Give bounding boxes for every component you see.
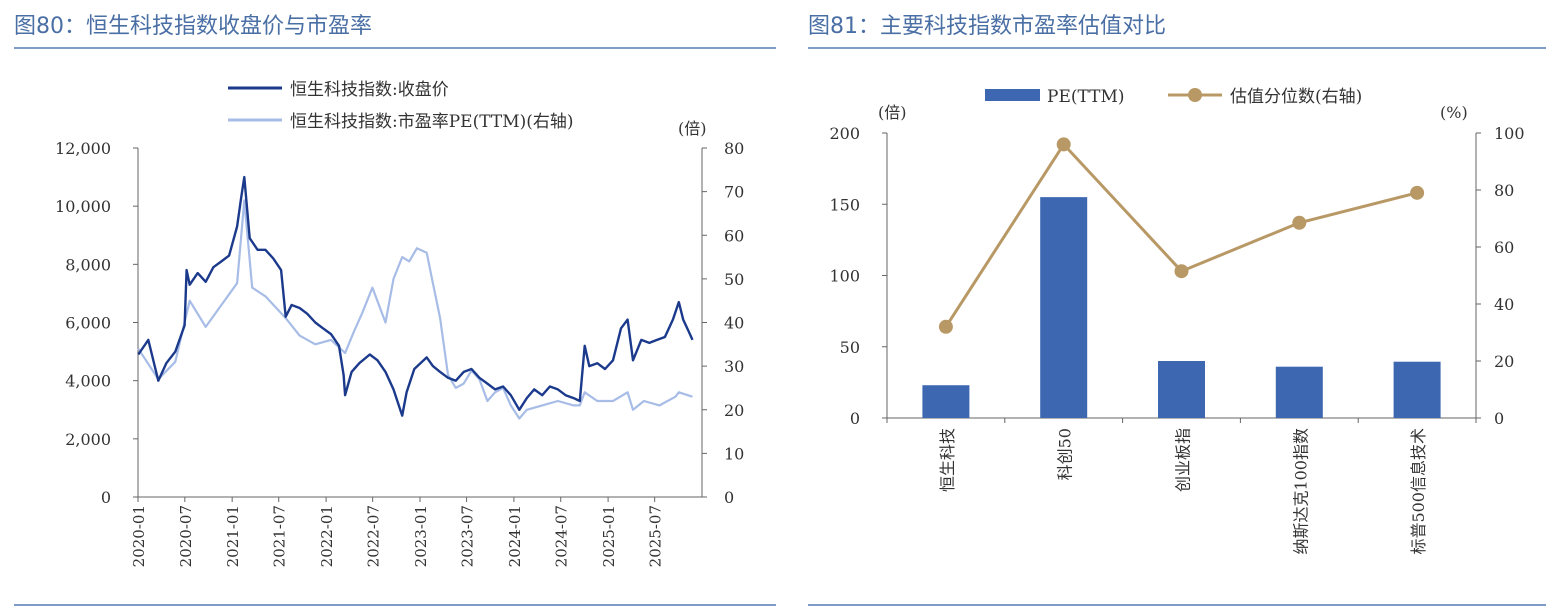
left-y-tick-label: 6,000 bbox=[65, 314, 111, 333]
legend-swatch-pe-ttm bbox=[985, 89, 1040, 101]
x-tick-label: 2024-01 bbox=[506, 505, 524, 567]
left-y-tick-label: 12,000 bbox=[55, 139, 111, 158]
left-figure-panel: 图80：恒生科技指数收盘价与市盈率 0 2,000 4,000 6,000 8,000 1… bbox=[14, 14, 776, 606]
tech-index-pe-comparison-chart: 0 50 100 150 200 0 20 40 60 80 100 (倍) (%) 恒生科技 科创50 创业… bbox=[829, 87, 1525, 555]
figure-80-title: 图80：恒生科技指数收盘价与市盈率 bbox=[14, 14, 372, 39]
right-y-tick-label: 40 bbox=[724, 314, 744, 333]
right-y-tick-label: 60 bbox=[724, 226, 744, 245]
bottom-rule bbox=[14, 604, 776, 606]
pe-ttm-bar bbox=[922, 385, 970, 418]
right-y-tick-label: 80 bbox=[724, 139, 744, 158]
x-tick-label: 2023-01 bbox=[412, 505, 430, 567]
legend-label-pe-ttm: PE(TTM) bbox=[1047, 87, 1125, 107]
pe-ttm-bar bbox=[1393, 361, 1441, 418]
right-figure-panel: 图81：主要科技指数市盈率估值对比 0 50 100 150 200 0 20 40 60 80 1… bbox=[800, 0, 1546, 615]
left-y-tick-label: 8,000 bbox=[65, 255, 111, 274]
right-y-tick-label: 20 bbox=[1494, 352, 1514, 371]
right-y-tick-label: 0 bbox=[724, 488, 734, 507]
x-category-label: 标普500信息技术 bbox=[1409, 428, 1428, 555]
pe-ttm-bar bbox=[1040, 197, 1088, 418]
x-category-label: 创业板指 bbox=[1174, 428, 1193, 492]
hstech-price-pe-chart: 0 2,000 4,000 6,000 8,000 10,000 12,000 0 10 20 30… bbox=[55, 80, 744, 567]
right-y-tick-label: 30 bbox=[724, 357, 744, 376]
left-y-tick-label: 100 bbox=[829, 267, 860, 286]
left-y-tick-label: 50 bbox=[840, 338, 860, 357]
left-y-tick-label: 150 bbox=[829, 195, 860, 214]
x-tick-label: 2025-01 bbox=[600, 505, 618, 567]
right-y-tick-label: 60 bbox=[1494, 238, 1514, 257]
x-tick-label: 2023-07 bbox=[459, 505, 477, 567]
x-tick-label: 2022-01 bbox=[318, 505, 336, 567]
right-y-tick-label: 100 bbox=[1494, 124, 1525, 143]
pe-ttm-bar bbox=[1275, 366, 1323, 418]
x-tick-label: 2021-01 bbox=[224, 505, 242, 567]
percentile-point bbox=[938, 319, 953, 334]
legend-label-pe: 恒生科技指数:市盈率PE(TTM)(右轴) bbox=[290, 112, 574, 132]
right-y-tick-label: 80 bbox=[1494, 181, 1514, 200]
right-y-tick-label: 70 bbox=[724, 183, 744, 202]
left-y-tick-label: 0 bbox=[850, 409, 860, 428]
left-y-tick-label: 4,000 bbox=[65, 372, 111, 391]
right-y-tick-label: 10 bbox=[724, 444, 744, 463]
percentile-point bbox=[1056, 137, 1071, 152]
left-y-tick-label: 0 bbox=[101, 488, 111, 507]
bottom-rule bbox=[808, 604, 1546, 606]
left-y-tick-label: 200 bbox=[829, 124, 860, 143]
x-tick-label: 2024-07 bbox=[553, 505, 571, 567]
legend-label-percentile: 估值分位数(右轴) bbox=[1230, 87, 1362, 107]
title-underline bbox=[808, 47, 1546, 49]
x-tick-label: 2020-01 bbox=[130, 505, 148, 567]
legend-marker-percentile bbox=[1188, 88, 1202, 102]
left-y-tick-label: 10,000 bbox=[55, 197, 111, 216]
x-category-label: 恒生科技 bbox=[938, 428, 957, 492]
x-category-label: 纳斯达克100指数 bbox=[1291, 428, 1310, 555]
pe-ttm-bar bbox=[1158, 361, 1205, 418]
percentile-point bbox=[1174, 264, 1189, 279]
x-tick-label: 2025-07 bbox=[647, 505, 665, 567]
x-tick-label: 2022-07 bbox=[365, 505, 383, 567]
right-y-tick-label: 50 bbox=[724, 270, 744, 289]
figure-81-title: 图81：主要科技指数市盈率估值对比 bbox=[808, 14, 1166, 39]
left-y-unit-label: (倍) bbox=[878, 103, 907, 122]
right-y-tick-label: 40 bbox=[1494, 295, 1514, 314]
left-y-tick-label: 2,000 bbox=[65, 430, 111, 449]
x-category-label: 科创50 bbox=[1056, 428, 1075, 480]
right-y-unit-label: (倍) bbox=[678, 119, 707, 138]
close-price-series-line bbox=[137, 175, 694, 417]
legend-label-close: 恒生科技指数:收盘价 bbox=[290, 80, 449, 100]
right-y-tick-label: 20 bbox=[724, 401, 744, 420]
title-underline bbox=[14, 47, 776, 49]
percentile-point bbox=[1292, 215, 1307, 230]
x-tick-label: 2020-07 bbox=[177, 505, 195, 567]
right-y-tick-label: 0 bbox=[1494, 409, 1504, 428]
right-y-unit-label: (%) bbox=[1440, 103, 1468, 122]
percentile-series-line bbox=[944, 141, 1418, 328]
x-tick-label: 2021-07 bbox=[271, 505, 289, 567]
percentile-point bbox=[1410, 185, 1425, 200]
pe-ttm-series-line bbox=[137, 199, 693, 420]
